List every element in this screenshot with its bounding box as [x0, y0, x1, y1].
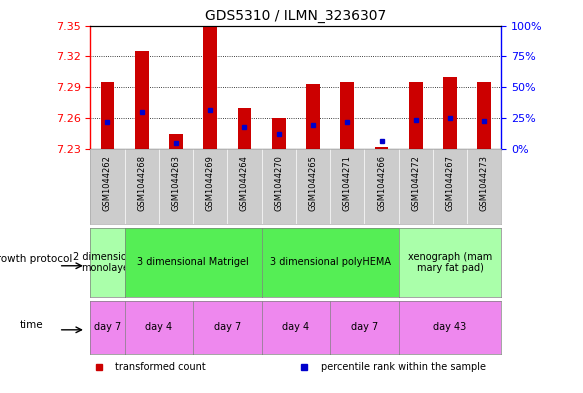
Bar	[306, 84, 320, 149]
Bar	[409, 82, 423, 149]
Text: GSM1044273: GSM1044273	[480, 155, 489, 211]
Text: GSM1044263: GSM1044263	[171, 155, 181, 211]
Text: day 4: day 4	[145, 322, 173, 332]
Bar	[101, 82, 114, 149]
Text: day 7: day 7	[94, 322, 121, 332]
Text: day 4: day 4	[282, 322, 310, 332]
Text: GSM1044266: GSM1044266	[377, 155, 386, 211]
Text: percentile rank within the sample: percentile rank within the sample	[321, 362, 486, 373]
Bar	[238, 108, 251, 149]
Text: GSM1044265: GSM1044265	[308, 155, 318, 211]
Title: GDS5310 / ILMN_3236307: GDS5310 / ILMN_3236307	[205, 9, 387, 23]
Text: GSM1044267: GSM1044267	[445, 155, 455, 211]
Bar	[135, 51, 149, 149]
Text: GSM1044262: GSM1044262	[103, 155, 112, 211]
Text: time: time	[20, 320, 44, 329]
Bar	[203, 26, 217, 149]
Text: GSM1044268: GSM1044268	[137, 155, 146, 211]
Text: transformed count: transformed count	[115, 362, 206, 373]
Bar	[272, 118, 286, 149]
Text: GSM1044272: GSM1044272	[411, 155, 420, 211]
Text: growth protocol: growth protocol	[0, 254, 73, 264]
Text: 2 dimensional
monolayer: 2 dimensional monolayer	[73, 252, 142, 273]
Bar	[375, 147, 388, 149]
Text: 3 dimensional Matrigel: 3 dimensional Matrigel	[137, 257, 249, 267]
Text: day 7: day 7	[214, 322, 241, 332]
Text: GSM1044264: GSM1044264	[240, 155, 249, 211]
Text: xenograph (mam
mary fat pad): xenograph (mam mary fat pad)	[408, 252, 492, 273]
Bar	[477, 82, 491, 149]
Text: GSM1044269: GSM1044269	[206, 155, 215, 211]
Bar	[443, 77, 457, 149]
Bar	[169, 134, 183, 149]
Bar	[340, 82, 354, 149]
Text: GSM1044271: GSM1044271	[343, 155, 352, 211]
Text: GSM1044270: GSM1044270	[274, 155, 283, 211]
Text: 3 dimensional polyHEMA: 3 dimensional polyHEMA	[269, 257, 391, 267]
Text: day 7: day 7	[351, 322, 378, 332]
Text: day 43: day 43	[433, 322, 466, 332]
